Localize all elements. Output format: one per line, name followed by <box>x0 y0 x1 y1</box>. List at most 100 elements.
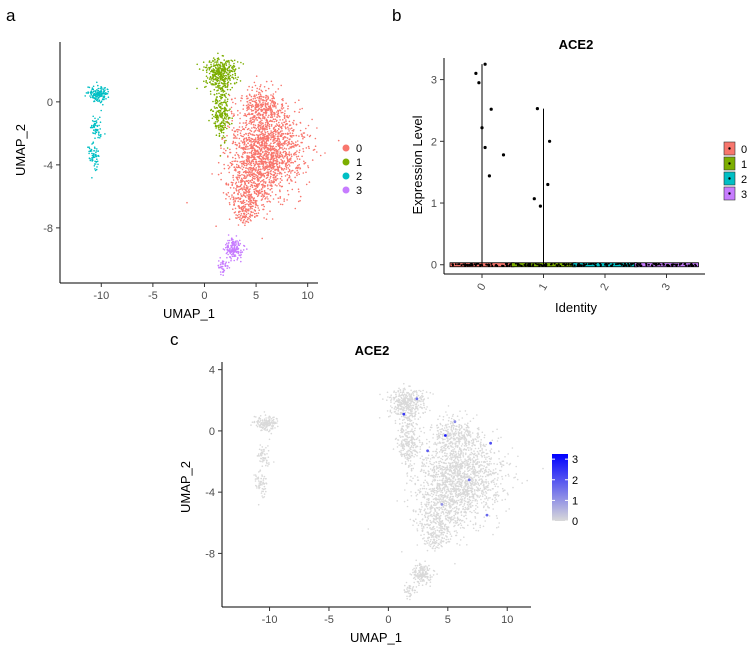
umap-point-cluster-0 <box>243 133 245 136</box>
umap-point-cluster-3 <box>232 253 235 255</box>
feature-point <box>439 466 441 469</box>
umap-point-cluster-3 <box>235 248 238 250</box>
feature-point <box>477 447 480 450</box>
umap-point-cluster-0 <box>255 151 257 153</box>
feature-point <box>521 482 523 484</box>
umap-point-cluster-0 <box>249 175 251 177</box>
umap-point-cluster-0 <box>251 105 253 108</box>
umap-point-cluster-1 <box>222 83 224 85</box>
umap-point-cluster-2 <box>93 146 96 148</box>
umap-point-cluster-0 <box>281 147 283 149</box>
umap-point-cluster-0 <box>268 181 271 183</box>
feature-point <box>437 466 439 469</box>
feature-point <box>451 474 453 477</box>
feature-point <box>496 493 498 496</box>
feature-point <box>414 453 417 456</box>
feature-point <box>481 431 484 434</box>
umap-point-cluster-1 <box>213 115 215 118</box>
umap-point-cluster-0 <box>220 172 222 174</box>
umap-point-cluster-1 <box>229 70 231 72</box>
umap-point-cluster-1 <box>223 64 226 66</box>
feature-point <box>485 496 488 498</box>
umap-point-cluster-0 <box>295 134 298 137</box>
umap-point-cluster-0 <box>244 162 246 165</box>
umap-point-cluster-0 <box>270 130 272 132</box>
feature-point <box>428 446 431 448</box>
umap-point-cluster-0 <box>275 178 278 180</box>
umap-point-cluster-0 <box>249 219 252 221</box>
umap-point-cluster-1 <box>219 130 222 132</box>
umap-point-cluster-0 <box>245 140 248 142</box>
feature-point <box>480 478 483 480</box>
umap-point-cluster-2 <box>99 87 101 90</box>
umap-point-cluster-0 <box>250 143 252 145</box>
umap-point-cluster-0 <box>273 147 276 150</box>
umap-point-cluster-0 <box>278 121 280 124</box>
umap-point-cluster-0 <box>288 143 291 145</box>
umap-point-cluster-0 <box>240 129 242 132</box>
umap-point-cluster-0 <box>263 217 265 219</box>
umap-point-cluster-1 <box>223 90 226 92</box>
umap-point-cluster-3 <box>235 243 238 245</box>
feature-point <box>460 476 463 479</box>
feature-point <box>438 475 441 478</box>
feature-point <box>484 481 486 483</box>
umap-point-cluster-2 <box>97 92 100 94</box>
umap-point-cluster-0 <box>279 131 281 134</box>
umap-point-cluster-1 <box>233 66 235 68</box>
feature-point <box>465 442 468 445</box>
umap-point-cluster-1 <box>208 119 210 122</box>
umap-point-cluster-0 <box>256 87 259 90</box>
umap-point-cluster-1 <box>217 63 220 66</box>
umap-point-cluster-0 <box>301 135 303 137</box>
umap-point-cluster-0 <box>243 177 245 179</box>
umap-point-cluster-0 <box>267 172 270 175</box>
umap-point-cluster-0 <box>272 153 274 155</box>
umap-point-cluster-0 <box>270 146 272 148</box>
umap-point-cluster-0 <box>282 133 285 135</box>
umap-point-cluster-0 <box>282 169 285 171</box>
umap-point-cluster-0 <box>225 182 228 184</box>
umap-point-cluster-0 <box>260 138 262 141</box>
feature-point <box>480 439 483 441</box>
umap-point-cluster-1 <box>225 116 228 118</box>
umap-point-cluster-0 <box>284 171 286 174</box>
feature-point <box>466 464 468 467</box>
umap-point-cluster-0 <box>305 127 307 130</box>
umap-point-cluster-1 <box>234 72 236 75</box>
feature-point <box>476 502 479 505</box>
umap-point-cluster-3 <box>246 248 248 250</box>
feature-point <box>479 487 482 490</box>
umap-point-cluster-0 <box>245 187 247 189</box>
umap-point-cluster-0 <box>230 162 233 165</box>
feature-point <box>464 485 467 488</box>
umap-point-cluster-0 <box>287 193 290 196</box>
umap-point-cluster-3 <box>230 258 232 260</box>
expr-point-zero-0 <box>481 264 484 267</box>
feature-point <box>448 469 451 472</box>
feature-point <box>483 465 485 467</box>
feature-point <box>474 492 476 495</box>
umap-point-cluster-0 <box>230 110 233 113</box>
umap-point-cluster-2 <box>97 89 100 92</box>
umap-point-cluster-0 <box>268 171 270 173</box>
expr-point-zero-3 <box>688 264 690 267</box>
umap-point-cluster-1 <box>215 111 217 114</box>
umap-point-cluster-0 <box>255 110 257 113</box>
feature-point <box>441 437 443 440</box>
umap-point-cluster-0 <box>240 100 242 102</box>
feature-point <box>428 488 431 491</box>
umap-point-cluster-0 <box>258 88 261 90</box>
umap-point-cluster-0 <box>285 119 287 121</box>
expr-point-1 <box>538 204 543 208</box>
umap-point-cluster-0 <box>276 174 278 177</box>
umap-point-cluster-1 <box>202 61 205 63</box>
umap-point-cluster-0 <box>299 199 301 202</box>
umap-point-cluster-0 <box>242 141 244 143</box>
umap-point-cluster-1 <box>216 80 219 83</box>
umap-point-cluster-2 <box>93 163 96 165</box>
panel-c-points <box>250 382 544 601</box>
umap-point-cluster-0 <box>254 201 256 204</box>
umap-point-cluster-1 <box>219 78 222 81</box>
umap-point-cluster-0 <box>265 155 268 158</box>
